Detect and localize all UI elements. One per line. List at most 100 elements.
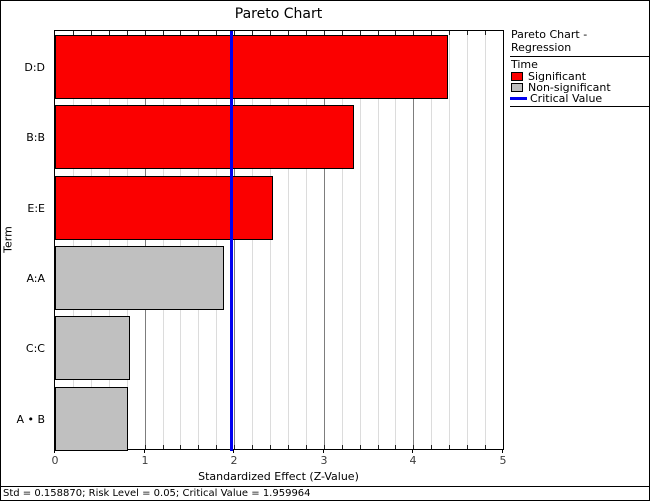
minor-gridline [395,31,396,449]
bottom-axis-tick [431,445,432,449]
minor-gridline [288,31,289,449]
pareto-bar-3[interactable] [55,176,273,240]
minor-gridline [342,31,343,449]
x-tick-label: 4 [409,454,417,467]
bottom-axis-tick [216,445,217,449]
top-axis-tick [288,31,289,35]
legend-series-label: Time [511,58,538,71]
minor-gridline [431,31,432,449]
top-axis-tick [467,31,468,35]
bottom-axis-tick [378,445,379,449]
x-axis-tick-mark [502,450,503,453]
top-axis-tick [91,31,92,35]
x-axis-tick-mark [412,450,413,453]
chart-title: Pareto Chart [234,6,323,22]
bottom-axis-tick [413,445,414,449]
major-gridline [324,31,325,449]
bottom-axis-tick [324,445,325,449]
x-axis-tick-mark [144,450,145,453]
bottom-axis-tick [252,445,253,449]
bottom-axis-tick [306,445,307,449]
minor-gridline [252,31,253,449]
x-tick-label: 5 [499,454,507,467]
legend-item-significant[interactable]: Significant [510,70,649,83]
minor-gridline [485,31,486,449]
top-axis-tick [324,31,325,35]
term-label: C:C [25,342,45,355]
minor-gridline [467,31,468,449]
bottom-axis-tick [234,445,235,449]
bottom-axis-tick [360,445,361,449]
top-axis-tick [395,31,396,35]
x-axis-tick-mark [323,450,324,453]
x-axis-tick-mark [54,450,55,453]
term-label: E:E [27,202,45,215]
x-axis-title: Standardized Effect (Z-Value) [198,470,359,483]
legend-item-label: Critical Value [530,92,603,105]
top-axis-tick [306,31,307,35]
bottom-axis-tick [198,445,199,449]
minor-gridline [198,31,199,449]
top-axis-tick [378,31,379,35]
bottom-axis-tick [270,445,271,449]
term-label: A:A [26,272,45,285]
top-axis-tick [109,31,110,35]
legend-item-label: Non-significant [528,81,611,94]
top-axis-tick [270,31,271,35]
minor-gridline [127,31,128,449]
top-axis-tick [127,31,128,35]
bottom-axis-tick [163,445,164,449]
pareto-bar-6[interactable] [55,387,128,451]
legend: Pareto Chart - Regression Time Significa… [510,27,649,107]
bottom-axis-tick [145,445,146,449]
major-gridline [145,31,146,449]
top-axis-tick [449,31,450,35]
bottom-axis-tick [467,445,468,449]
term-label: A • B [16,413,45,426]
bottom-axis-tick [485,445,486,449]
y-axis-title: Term [1,226,15,253]
term-label: B:B [26,131,45,144]
minor-gridline [91,31,92,449]
top-axis-tick [216,31,217,35]
legend-item-label: Significant [528,70,587,83]
term-label: D:D [24,61,45,74]
pareto-bar-4[interactable] [55,246,224,310]
x-tick-label: 1 [141,454,149,467]
legend-item-critical-value[interactable]: Critical Value [510,92,649,105]
critical-value-line-icon [510,97,527,100]
minor-gridline [270,31,271,449]
minor-gridline [109,31,110,449]
major-gridline [413,31,414,449]
minor-gridline [306,31,307,449]
top-axis-tick [163,31,164,35]
x-tick-label: 2 [230,454,238,467]
pareto-bar-5[interactable] [55,316,130,380]
top-axis-tick [73,31,74,35]
bottom-axis-tick [288,445,289,449]
legend-title: Pareto Chart - Regression [510,27,649,57]
x-tick-label: 3 [320,454,328,467]
non-significant-square-icon [511,83,523,92]
legend-item-non-significant[interactable]: Non-significant [510,81,649,94]
y-axis-labels: D:D B:B E:E A:A C:C A • B [1,30,50,450]
top-axis-tick [145,31,146,35]
pareto-bar-2[interactable] [55,105,354,169]
x-tick-label: 0 [51,454,59,467]
critical-value-line [230,31,233,451]
significant-square-icon [511,72,523,81]
x-axis-tick-mark [233,450,234,453]
pareto-bar-1[interactable] [55,35,448,99]
top-axis-tick [413,31,414,35]
minor-gridline [180,31,181,449]
status-bar: Std = 0.158870; Risk Level = 0.05; Criti… [1,486,649,500]
minor-gridline [360,31,361,449]
top-axis-tick [360,31,361,35]
plot-area [54,30,504,451]
top-axis-tick [485,31,486,35]
top-axis-tick [234,31,235,35]
bottom-axis-tick [395,445,396,449]
bottom-axis-tick [342,445,343,449]
bottom-axis-tick [180,445,181,449]
